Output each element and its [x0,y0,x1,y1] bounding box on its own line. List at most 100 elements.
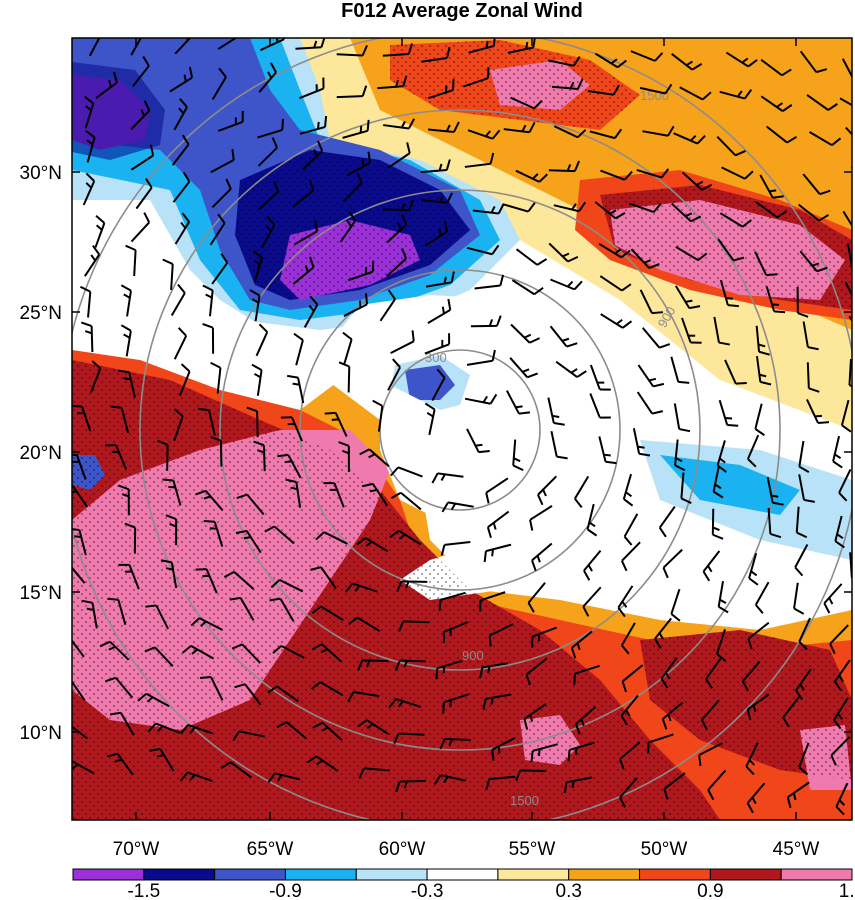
wind-barb [174,38,192,55]
wind-barb [621,664,644,693]
wind-barb [110,405,130,434]
wind-barb [567,741,595,761]
wind-barb [716,136,746,157]
wind-barb [479,591,506,612]
wind-barb [442,621,469,644]
negative-region-center-blue [405,365,455,400]
wind-barb [529,505,553,531]
colorbar-swatch [568,868,641,881]
wind-barb [466,349,496,366]
wind-barb [130,144,155,171]
wind-barb [383,199,415,212]
wind-barb [292,256,315,285]
wind-barb [95,71,118,99]
wind-barb [293,332,304,366]
wind-barb [72,566,86,584]
wind-barb [833,697,849,730]
wind-barb [661,701,684,730]
wind-barb [257,118,284,139]
wind-barb [84,244,101,277]
wind-barb [830,736,851,766]
wind-barb [85,130,96,163]
lat-tick-label: 30°N [20,163,62,184]
wind-barb [793,582,805,615]
wind-barb [636,168,670,179]
wind-barb [512,439,524,472]
wind-barb [235,529,262,554]
wind-barb [130,212,151,243]
wind-barb [431,472,464,484]
wind-barb [589,364,611,391]
wind-barb [628,202,662,214]
wind-barb [715,628,727,662]
wind-barb [323,482,345,508]
wind-barb [79,285,92,318]
wind-barb [600,313,633,329]
wind-barb [829,624,849,655]
wind-barb [118,369,136,398]
wind-barb [600,169,633,181]
wind-barb [211,253,229,285]
wind-barb [220,761,253,779]
wind-barb [131,55,150,87]
wind-barb [766,477,784,506]
wind-barb [395,779,426,793]
wind-barb [482,693,512,710]
wind-barb [211,178,232,209]
wind-barb [472,203,505,215]
wind-barb [675,245,708,262]
wind-barb [144,646,174,667]
wind-barb [344,582,378,593]
wind-barb [619,741,641,770]
wind-barb [120,324,132,357]
wind-barb [165,514,178,546]
wind-barb [639,289,664,315]
wind-barb [118,484,130,516]
wind-barb [806,94,838,111]
wind-barb [315,531,348,545]
wind-barb [149,747,175,772]
colorbar-swatch [214,868,286,881]
wind-barb [531,626,558,648]
wind-barb [336,85,368,99]
wind-barb [398,620,430,632]
wind-barb [548,242,579,263]
wind-barb [641,327,671,349]
wind-barb [433,774,467,785]
wind-barb [506,390,531,415]
wind-barb [347,260,375,282]
wind-barb [598,436,617,465]
wind-barb [623,513,639,546]
wind-barb [105,676,134,699]
wind-barb [550,278,583,291]
wind-barb [479,662,509,679]
stipple-northeast [390,40,640,130]
wind-barb [617,585,634,618]
wind-barb [681,171,713,191]
wind-barb [147,722,181,734]
wind-barb [170,283,186,316]
wind-barb [302,140,324,170]
wind-barb [285,478,302,508]
wind-barb [199,675,224,701]
wind-barb [537,475,558,506]
wind-barb [421,47,451,63]
wind-barb [257,137,278,167]
wind-barb [598,242,631,259]
wind-barb [347,691,380,703]
wind-barb [760,95,793,112]
wind-barb [324,411,348,437]
colorbar-swatch [639,868,711,881]
wind-barb [287,374,305,404]
wind-barb [386,214,408,244]
map-title: F012 Average Zonal Wind [341,0,583,22]
wind-barb [346,151,372,177]
wind-barb [396,580,428,592]
colorbar-label: 0.3 [556,881,582,900]
wind-barb [719,212,752,228]
wind-barb [707,769,727,801]
wind-barb [809,131,842,147]
wind-barb [673,403,691,433]
wind-barb [439,737,471,750]
